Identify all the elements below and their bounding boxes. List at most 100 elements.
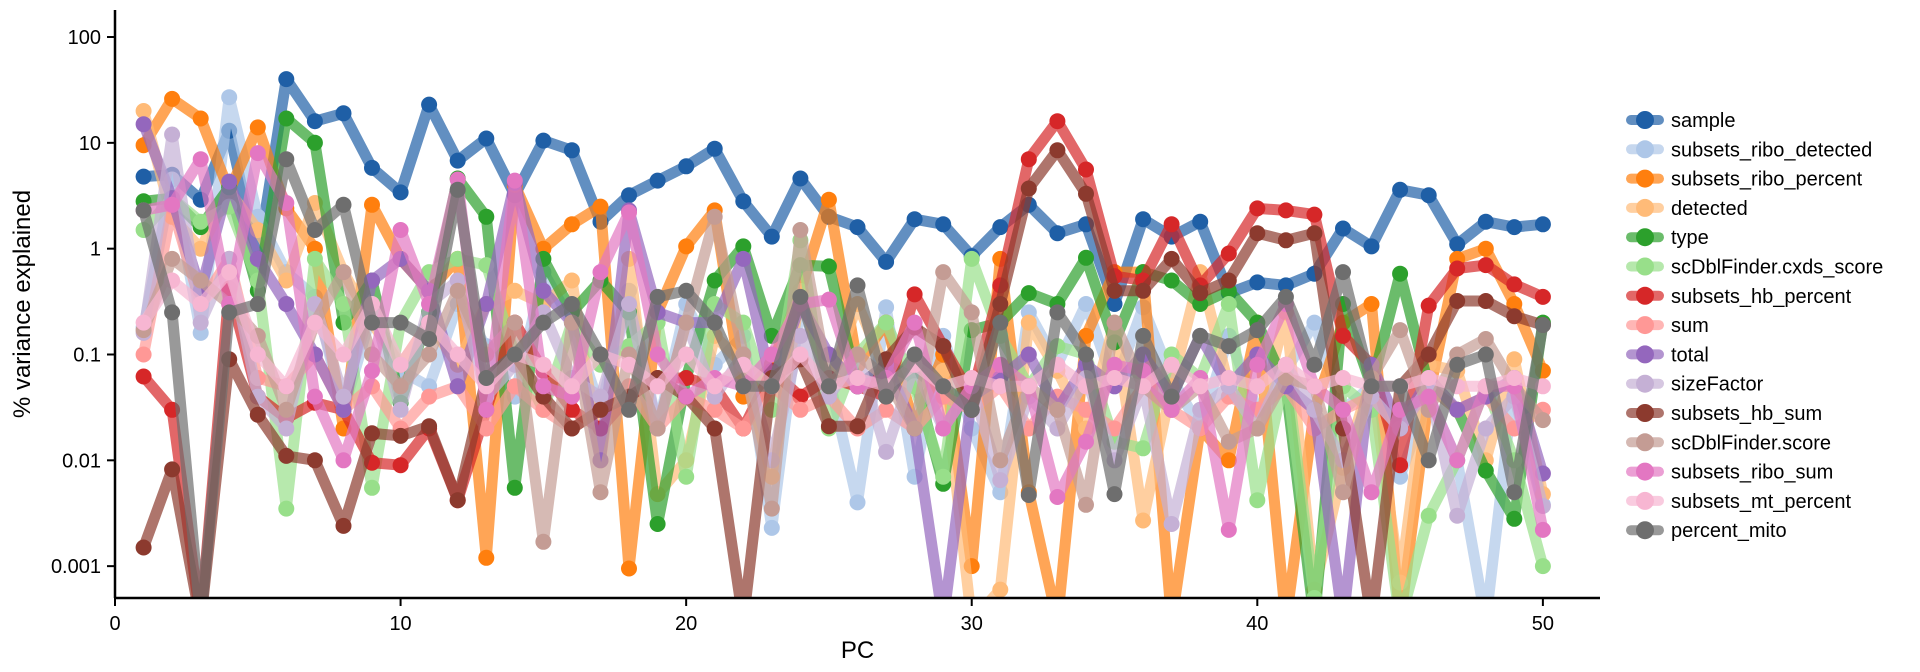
data-point-subsets_mt_percent (306, 314, 323, 331)
data-point-detected (992, 581, 1009, 598)
data-point-percent_mito (906, 346, 923, 363)
data-point-detected (135, 103, 152, 119)
data-point-subsets_hb_sum (1364, 614, 1380, 630)
data-point-subsets_hb_sum (278, 447, 295, 464)
data-point-subsets_ribo_percent (820, 191, 837, 208)
data-point-type (1392, 265, 1409, 282)
data-point-subsets_mt_percent (706, 378, 723, 395)
data-point-sizeFactor (592, 388, 609, 405)
data-point-subsets_hb_sum (164, 461, 181, 478)
legend-item-total: total (1626, 344, 1709, 366)
data-point-scDblFinder.score (678, 314, 695, 331)
data-point-type (278, 110, 295, 127)
data-point-sample (763, 228, 780, 245)
legend-item-subsets_hb_sum: subsets_hb_sum (1626, 403, 1822, 425)
data-point-sample (1335, 220, 1351, 237)
series-line-subsets_ribo_percent (138, 93, 1549, 598)
data-point-sample (478, 130, 495, 147)
data-point-subsets_ribo_sum (1049, 489, 1066, 505)
y-tick-label: 0.1 (73, 344, 101, 366)
legend-label: scDblFinder.score (1671, 432, 1831, 454)
legend-label: subsets_hb_percent (1671, 286, 1852, 308)
legend-key-point (1636, 286, 1654, 305)
data-point-total (221, 173, 238, 190)
data-point-sample (1277, 277, 1294, 294)
data-point-type (706, 272, 723, 289)
data-point-type (1078, 249, 1094, 266)
y-tick-label: 10 (79, 133, 101, 155)
data-point-scDblFinder.cxds_score (1306, 590, 1323, 598)
data-point-subsets_ribo_detected (1392, 468, 1409, 485)
data-point-subsets_hb_sum (1477, 293, 1494, 309)
data-point-detected (278, 272, 295, 289)
data-point-percent_mito (1277, 288, 1294, 305)
legend-key-point (1636, 433, 1654, 452)
data-point-percent_mito (306, 222, 323, 238)
data-point-subsets_hb_sum (706, 420, 723, 437)
data-point-scDblFinder.score (1335, 484, 1351, 501)
data-point-sizeFactor (621, 296, 637, 312)
data-point-subsets_ribo_detected (992, 484, 1009, 501)
data-point-scDblFinder.cxds_score (935, 468, 952, 485)
data-point-sample (1392, 181, 1409, 198)
data-point-subsets_mt_percent (278, 378, 295, 395)
data-point-type (1506, 510, 1523, 527)
data-point-scDblFinder.score (449, 282, 466, 299)
data-point-scDblFinder.cxds_score (278, 500, 295, 517)
data-point-subsets_ribo_detected (221, 89, 238, 106)
data-point-subsets_hb_sum (1163, 250, 1180, 267)
data-point-subsets_hb_percent (1078, 161, 1094, 178)
data-point-subsets_hb_sum (335, 517, 352, 534)
data-point-subsets_ribo_sum (649, 346, 666, 363)
data-point-sample (621, 187, 637, 204)
data-point-scDblFinder.cxds_score (1220, 296, 1237, 312)
data-point-type (735, 238, 752, 255)
legend-item-sample: sample (1626, 110, 1735, 132)
data-point-total (535, 282, 552, 299)
data-point-percent_mito (963, 401, 980, 418)
plot-area (135, 71, 1551, 630)
legend-item-subsets_ribo_detected: subsets_ribo_detected (1626, 139, 1872, 161)
data-point-sample (449, 152, 466, 169)
data-point-subsets_ribo_sum (1449, 452, 1466, 469)
data-point-sample (1192, 213, 1209, 230)
legend-key-point (1636, 316, 1654, 335)
legend-key-point (1636, 140, 1654, 159)
data-point-percent_mito (1420, 452, 1437, 469)
data-point-sample (278, 71, 295, 88)
data-point-sum (792, 401, 809, 418)
data-point-subsets_ribo_percent (478, 549, 495, 566)
data-point-sample (535, 132, 552, 149)
data-point-scDblFinder.score (763, 500, 780, 517)
data-point-subsets_ribo_sum (1106, 356, 1123, 373)
data-point-subsets_mt_percent (135, 314, 152, 331)
data-point-scDblFinder.score (535, 533, 552, 550)
data-point-sum (421, 388, 438, 405)
data-point-subsets_ribo_sum (506, 172, 523, 189)
data-point-subsets_hb_sum (306, 452, 323, 469)
legend-key-point (1636, 404, 1654, 422)
data-point-subsets_ribo_sum (1534, 521, 1551, 538)
data-point-percent_mito (1049, 304, 1066, 321)
data-point-subsets_hb_percent (392, 457, 409, 474)
data-point-subsets_hb_percent (1477, 257, 1494, 274)
data-point-percent_mito (278, 151, 295, 168)
data-point-subsets_mt_percent (535, 356, 552, 373)
legend-label: type (1671, 227, 1709, 249)
data-point-scDblFinder.cxds_score (963, 250, 980, 267)
x-tick-label: 50 (1532, 613, 1554, 635)
legend-item-type: type (1626, 227, 1709, 249)
x-axis-title: PC (841, 637, 874, 664)
data-point-scDblFinder.cxds_score (1392, 614, 1408, 630)
data-point-sample (1249, 274, 1266, 291)
data-point-subsets_ribo_percent (249, 119, 266, 136)
data-point-subsets_mt_percent (563, 378, 580, 395)
legend-key-point (1636, 521, 1654, 540)
legend-item-detected: detected (1626, 198, 1748, 220)
data-point-subsets_mt_percent (1249, 378, 1266, 395)
data-point-percent_mito (335, 196, 352, 213)
x-tick-label: 0 (109, 613, 120, 635)
data-point-sample (935, 216, 952, 233)
data-point-subsets_ribo_percent (1220, 452, 1237, 469)
data-point-scDblFinder.score (1392, 322, 1409, 339)
